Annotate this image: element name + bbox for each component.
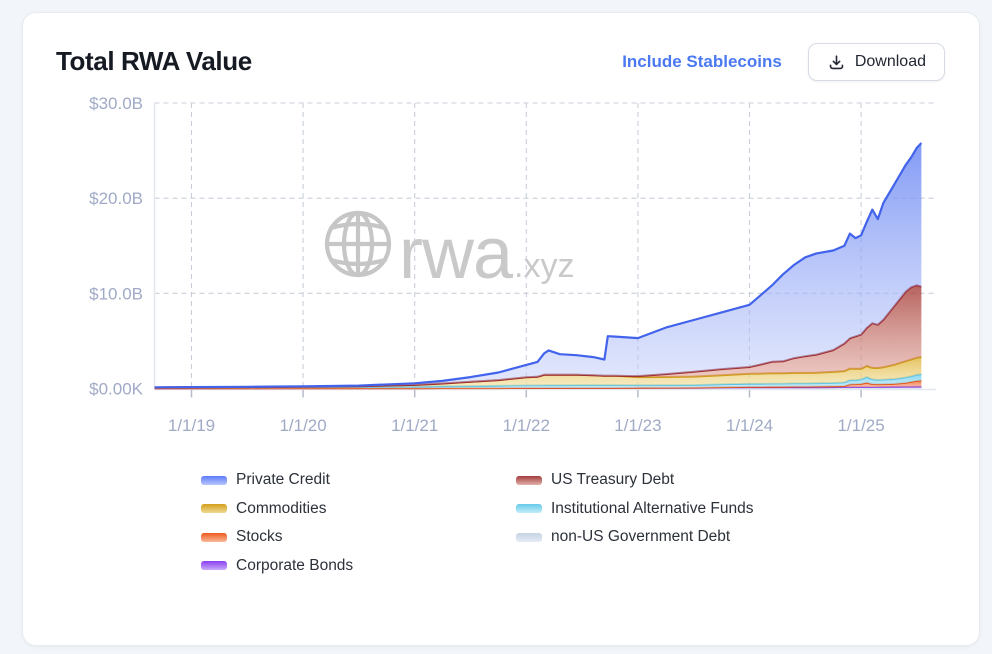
legend-swatch-institutional_alt_funds [516,504,542,513]
x-axis-label: 1/1/22 [503,416,550,435]
download-button[interactable]: Download [807,43,945,81]
x-axis-label: 1/1/24 [726,416,773,435]
legend-item-corporate_bonds[interactable]: Corporate Bonds [201,555,516,577]
series-area-private_credit[interactable] [154,143,922,388]
download-icon [827,53,846,72]
y-axis-label: $30.0B [89,94,143,113]
y-axis-label: $20.0B [89,189,143,208]
chart-svg[interactable]: $0.00K $10.0B $20.0B $30.0B 1/1/19 1/1/20 1/1/… [23,13,981,453]
legend-label-stocks: Stocks [236,528,283,545]
legend-label-us_treasury: US Treasury Debt [551,471,675,488]
x-axis-label: 1/1/21 [391,416,438,435]
legend-label-commodities: Commodities [236,499,327,517]
y-axis-label: $0.00K [89,380,144,399]
total-rwa-card: Total RWA Value Include Stablecoins Down… [22,12,980,646]
legend-item-stocks[interactable]: Stocks [201,526,516,548]
legend-label-private_credit: Private Credit [236,471,330,488]
legend-swatch-commodities [201,504,227,513]
series-area-commodities[interactable] [154,357,922,388]
chart-region: rwa .xyz $0.00K $10.0B $20.0B $30.0B 1/1/19 1… [23,13,981,473]
legend-item-commodities[interactable]: Commodities [201,498,516,520]
legend-label-corporate_bonds: Corporate Bonds [236,556,354,574]
x-axis-label: 1/1/19 [168,416,215,435]
legend-item-non_us_gov[interactable]: non-US Government Debt [516,526,753,548]
legend-item-institutional_alt_funds[interactable]: Institutional Alternative Funds [516,498,753,520]
legend-item-private_credit[interactable]: Private Credit [201,469,516,491]
legend-swatch-stocks [201,532,227,542]
header-actions: Include Stablecoins Download [622,43,945,81]
legend-swatch-private_credit [201,475,227,485]
y-axis-label: $10.0B [89,284,143,303]
download-label: Download [854,53,926,70]
x-axis-label: 1/1/25 [837,416,884,435]
x-axis-label: 1/1/23 [614,416,661,435]
legend-swatch-corporate_bonds [201,561,227,570]
x-axis-label: 1/1/20 [279,416,326,435]
legend-swatch-non_us_gov [516,532,542,542]
series-line-private_credit [154,142,923,389]
legend-item-us_treasury[interactable]: US Treasury Debt [516,469,753,491]
legend-label-institutional_alt_funds: Institutional Alternative Funds [551,499,754,517]
include-stablecoins-toggle[interactable]: Include Stablecoins [622,52,782,71]
legend-label-non_us_gov: non-US Government Debt [551,528,731,545]
page-title: Total RWA Value [56,46,252,76]
legend-swatch-us_treasury [516,475,542,485]
chart-legend: Private Credit Commodities Stocks Corporate… [201,469,753,583]
